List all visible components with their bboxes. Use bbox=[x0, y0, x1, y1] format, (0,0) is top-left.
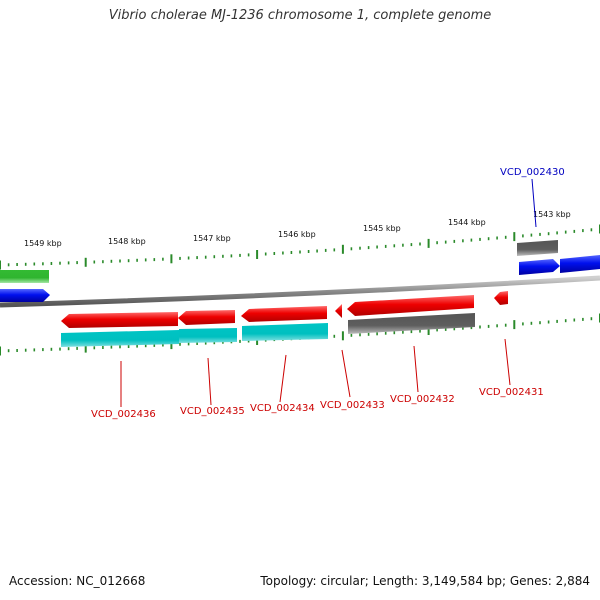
gene-label-vcd-002432[interactable]: VCD_002432 bbox=[390, 394, 455, 405]
blue-gene-left[interactable] bbox=[0, 289, 50, 302]
gene-vcd-002435[interactable] bbox=[178, 310, 235, 325]
gray-feature-vcd-002432[interactable] bbox=[348, 313, 475, 334]
gene-label-vcd-002436[interactable]: VCD_002436 bbox=[91, 409, 156, 420]
genome-summary-text: Topology: circular; Length: 3,149,584 bp… bbox=[260, 574, 590, 588]
genome-backbone bbox=[0, 275, 600, 308]
ruler-label-1548: 1548 kbp bbox=[108, 237, 146, 246]
leader-line-vcd-002433 bbox=[341, 349, 351, 398]
gene-vcd-002436[interactable] bbox=[61, 312, 178, 328]
gene-vcd-002433[interactable] bbox=[335, 304, 342, 318]
leader-line-vcd-002431 bbox=[504, 338, 511, 386]
gene-leader-lines bbox=[120, 178, 537, 407]
gene-vcd-002431[interactable] bbox=[494, 291, 508, 305]
gene-label-vcd-002435[interactable]: VCD_002435 bbox=[180, 406, 245, 417]
blue-gene-right[interactable] bbox=[560, 255, 600, 273]
reverse-strand-features bbox=[61, 291, 508, 347]
forward-strand-features bbox=[0, 240, 600, 302]
ruler-labels: 1549 kbp 1548 kbp 1547 kbp 1546 kbp 1545… bbox=[24, 210, 571, 248]
ruler-label-1546: 1546 kbp bbox=[278, 230, 316, 239]
gene-label-vcd-002433[interactable]: VCD_002433 bbox=[320, 400, 385, 411]
ruler-label-1543: 1543 kbp bbox=[533, 210, 571, 219]
cyan-feature-vcd-002434[interactable] bbox=[242, 323, 328, 341]
gene-label-vcd-002430[interactable]: VCD_002430 bbox=[500, 167, 565, 178]
cyan-feature-vcd-002435[interactable] bbox=[179, 328, 237, 343]
leader-line-vcd-002435 bbox=[207, 357, 212, 406]
green-feature[interactable] bbox=[0, 270, 49, 283]
gene-label-vcd-002434[interactable]: VCD_002434 bbox=[250, 403, 315, 414]
ruler-label-1549: 1549 kbp bbox=[24, 239, 62, 248]
leader-line-vcd-002434 bbox=[279, 354, 287, 403]
gene-label-vcd-002431[interactable]: VCD_002431 bbox=[479, 387, 544, 398]
accession-text: Accession: NC_012668 bbox=[9, 574, 146, 588]
ruler-label-1547: 1547 kbp bbox=[193, 234, 231, 243]
map-title: Vibrio cholerae MJ-1236 chromosome 1, co… bbox=[108, 8, 492, 23]
leader-line-vcd-002432 bbox=[413, 345, 419, 393]
gray-feature-right[interactable] bbox=[517, 240, 558, 256]
gene-vcd-002432[interactable] bbox=[347, 295, 474, 316]
gene-labels: VCD_002430 VCD_002431 VCD_002432 VCD_002… bbox=[91, 167, 565, 420]
ruler-label-1544: 1544 kbp bbox=[448, 218, 486, 227]
gene-vcd-002434[interactable] bbox=[241, 306, 327, 322]
leader-line-vcd-002430 bbox=[531, 178, 537, 228]
ruler-label-1545: 1545 kbp bbox=[363, 224, 401, 233]
gene-vcd-002430[interactable] bbox=[519, 259, 560, 275]
outer-ruler bbox=[0, 224, 600, 270]
cyan-feature-vcd-002436[interactable] bbox=[61, 330, 179, 347]
